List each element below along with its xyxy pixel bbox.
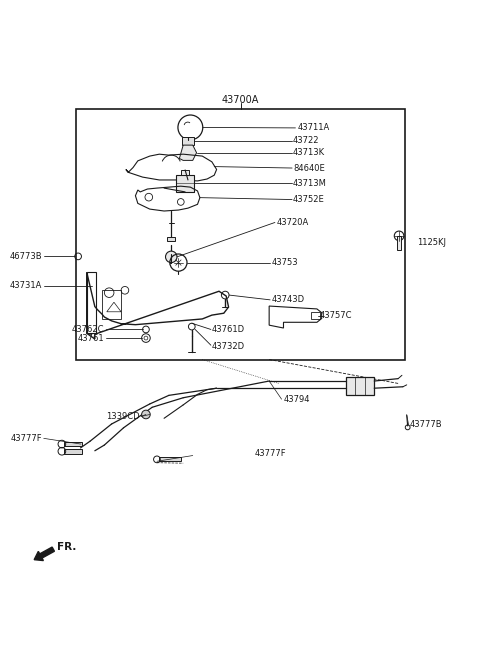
- Circle shape: [142, 410, 150, 419]
- Text: 1339CD: 1339CD: [107, 413, 140, 421]
- Text: 43713M: 43713M: [293, 179, 327, 188]
- Text: 84640E: 84640E: [293, 164, 325, 173]
- Text: 43722: 43722: [293, 136, 320, 145]
- Text: FR.: FR.: [57, 542, 76, 553]
- Text: 43757C: 43757C: [319, 311, 352, 320]
- Bar: [76, 109, 405, 359]
- Bar: [87, 272, 96, 333]
- Bar: [181, 170, 189, 175]
- Bar: [176, 175, 194, 192]
- Text: 43743D: 43743D: [272, 296, 305, 304]
- Text: 43761: 43761: [78, 334, 104, 342]
- Text: 43731A: 43731A: [10, 281, 42, 290]
- Text: 43761D: 43761D: [212, 325, 245, 334]
- Text: 43711A: 43711A: [298, 124, 330, 133]
- Text: 43794: 43794: [284, 395, 310, 403]
- Bar: [159, 457, 181, 461]
- Bar: [64, 442, 82, 447]
- FancyArrow shape: [34, 547, 54, 560]
- Bar: [102, 290, 121, 319]
- Bar: [396, 236, 401, 250]
- Text: 46773B: 46773B: [10, 252, 42, 261]
- Bar: [346, 377, 374, 396]
- Text: 43777F: 43777F: [255, 449, 287, 458]
- Text: 43777F: 43777F: [11, 434, 42, 443]
- Text: 43700A: 43700A: [222, 95, 259, 105]
- Text: 43713K: 43713K: [293, 148, 325, 157]
- Text: 43752E: 43752E: [293, 195, 325, 204]
- Text: 43720A: 43720A: [276, 218, 309, 227]
- Bar: [182, 137, 194, 145]
- Bar: [168, 237, 175, 241]
- Text: 43777B: 43777B: [410, 420, 443, 430]
- Text: 43762C: 43762C: [72, 325, 104, 334]
- Bar: [311, 312, 320, 319]
- Circle shape: [166, 251, 177, 263]
- Bar: [64, 449, 82, 453]
- Text: 43732D: 43732D: [212, 342, 245, 351]
- Text: 1125KJ: 1125KJ: [417, 238, 446, 247]
- Text: 43753: 43753: [272, 258, 298, 267]
- Polygon shape: [180, 145, 197, 160]
